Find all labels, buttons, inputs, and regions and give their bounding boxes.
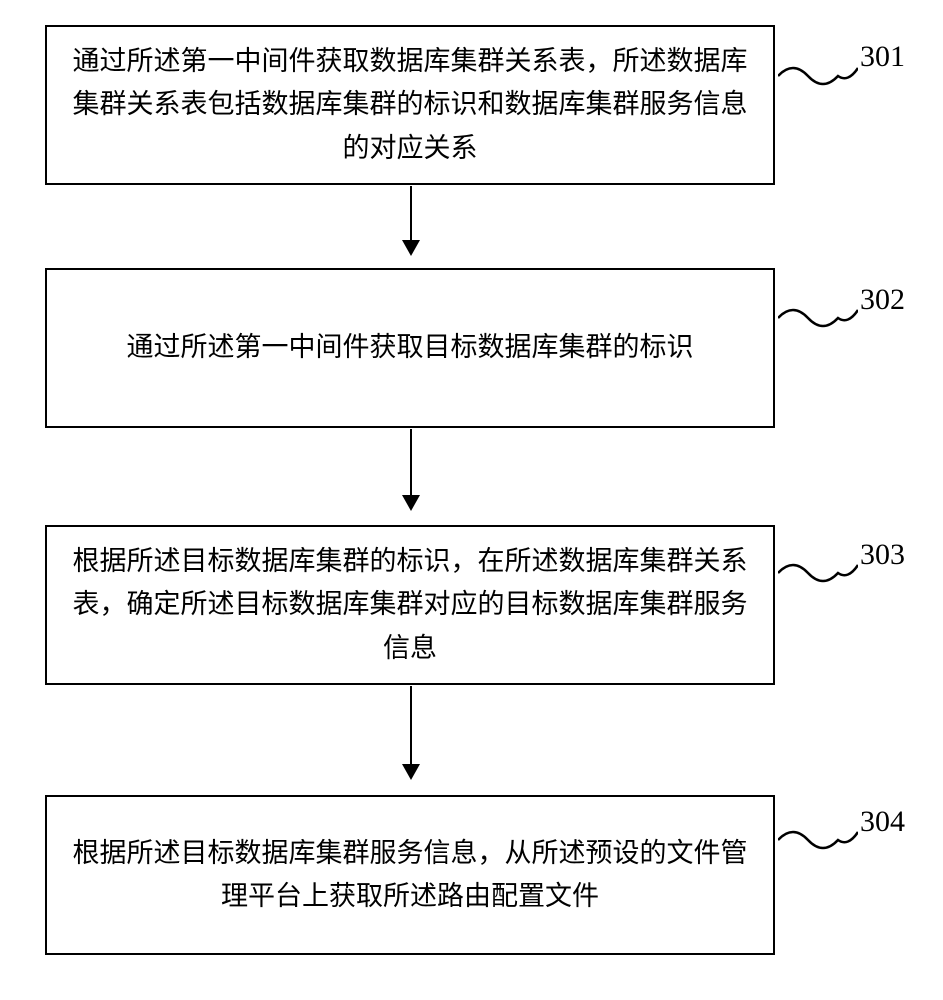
step-label-3: 303 [860,538,905,572]
step-box-3: 根据所述目标数据库集群的标识，在所述数据库集群关系表，确定所述目标数据库集群对应… [45,525,775,685]
step-text-1: 通过所述第一中间件获取数据库集群关系表，所述数据库集群关系表包括数据库集群的标识… [67,40,753,170]
flowchart-container: 通过所述第一中间件获取数据库集群关系表，所述数据库集群关系表包括数据库集群的标识… [0,0,943,1000]
step-label-2: 302 [860,283,905,317]
arrow-2 [410,429,412,509]
step-text-3: 根据所述目标数据库集群的标识，在所述数据库集群关系表，确定所述目标数据库集群对应… [67,540,753,670]
connector-squiggle-1 [778,58,858,94]
step-box-2: 通过所述第一中间件获取目标数据库集群的标识 [45,268,775,428]
step-label-4: 304 [860,805,905,839]
step-text-2: 通过所述第一中间件获取目标数据库集群的标识 [127,326,694,369]
step-label-1: 301 [860,40,905,74]
arrow-1 [410,186,412,254]
connector-squiggle-3 [778,555,858,591]
step-text-4: 根据所述目标数据库集群服务信息，从所述预设的文件管理平台上获取所述路由配置文件 [67,832,753,918]
step-box-1: 通过所述第一中间件获取数据库集群关系表，所述数据库集群关系表包括数据库集群的标识… [45,25,775,185]
connector-squiggle-2 [778,300,858,336]
arrow-3 [410,686,412,778]
connector-squiggle-4 [778,822,858,858]
step-box-4: 根据所述目标数据库集群服务信息，从所述预设的文件管理平台上获取所述路由配置文件 [45,795,775,955]
